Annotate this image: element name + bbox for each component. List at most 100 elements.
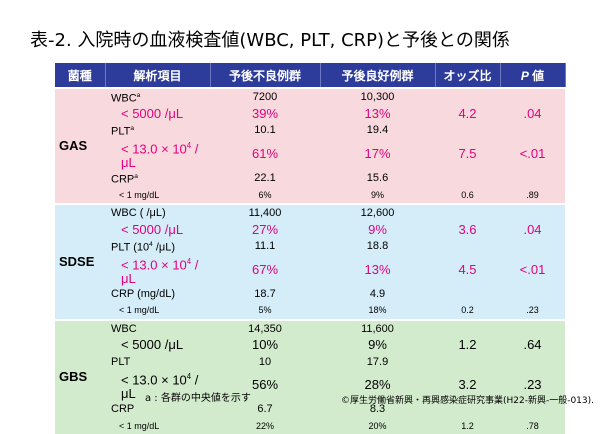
label-sup: 4 bbox=[186, 371, 192, 381]
label-after: /μL bbox=[121, 141, 199, 171]
row: SDSE WBC ( /μL) 11,400 12,600 bbox=[55, 204, 565, 320]
row: GAS WBCa 7200 10,300 bbox=[55, 88, 565, 205]
group: GAS WBCa 7200 10,300 < 5000 /μL 39% 13% 4.2.04 P… bbox=[55, 88, 565, 205]
table: 菌種 解析項目 予後不良例群 予後良好例群 オッズ比 P 値 GAS WBCa 7200 10,… bbox=[55, 63, 566, 434]
row: CRP 6.7 8.3 bbox=[55, 401, 565, 418]
item-label: < 1 mg/dL bbox=[105, 186, 210, 205]
row: < 5000 /μL 27% 9% 3.6.04 bbox=[55, 221, 565, 238]
row: < 13.0 × 104 /μL 67% 13% 4.5 <.01 bbox=[55, 254, 565, 286]
value-cell: <.01 bbox=[500, 254, 565, 286]
empty-cell bbox=[500, 88, 565, 106]
group-name: GAS bbox=[55, 88, 105, 205]
item-label: < 5000 /μL bbox=[105, 337, 210, 354]
empty-cell bbox=[500, 122, 565, 139]
value-cell: 5% bbox=[210, 302, 320, 320]
item-label: WBCa bbox=[105, 88, 210, 106]
empty-cell bbox=[500, 401, 565, 418]
row: < 13.0 × 104 /μL 61% 17% 7.5 <.01 bbox=[55, 138, 565, 171]
row: PLTa 10.1 19.4 bbox=[55, 122, 565, 139]
label-text: CRP (mg/dL) bbox=[111, 288, 175, 301]
value-cell: 3.2 bbox=[435, 369, 500, 402]
value-cell: 4.9 bbox=[320, 285, 435, 303]
value-cell: 11.1 bbox=[210, 237, 320, 255]
value-cell: 13% bbox=[320, 105, 435, 123]
header-cell: オッズ比 bbox=[435, 63, 501, 88]
value-cell: 6.7 bbox=[210, 401, 320, 418]
row: CRP (mg/dL) 18.7 4.9 bbox=[55, 285, 565, 303]
value-cell: 1.2 bbox=[435, 337, 500, 354]
row: < 1 mg/dL 22% 20% 1.2.78 bbox=[55, 417, 565, 434]
value-cell: 1.2 bbox=[435, 417, 500, 434]
empty-cell bbox=[435, 401, 500, 418]
label-sup: a bbox=[134, 173, 138, 181]
item-label: < 13.0 × 104 /μL bbox=[105, 138, 210, 171]
empty-cell bbox=[435, 319, 500, 338]
row: < 5000 /μL 10% 9% 1.2.64 bbox=[55, 337, 565, 354]
empty-cell bbox=[500, 319, 565, 338]
value-cell: 61% bbox=[210, 138, 320, 171]
value-cell: 15.6 bbox=[320, 170, 435, 187]
item-label: WBC bbox=[105, 319, 210, 338]
header-cell: 解析項目 bbox=[105, 63, 211, 88]
value-cell: 9% bbox=[320, 221, 435, 238]
empty-cell bbox=[435, 353, 500, 370]
value-cell: .04 bbox=[500, 105, 565, 123]
value-cell: 28% bbox=[320, 369, 435, 402]
row: < 13.0 × 104 /μL 56% 28% 3.2.23 bbox=[55, 369, 565, 402]
empty-cell bbox=[500, 353, 565, 370]
label-after: /μL bbox=[121, 372, 199, 402]
row: < 1 mg/dL 6% 9% 0.6.89 bbox=[55, 186, 565, 205]
value-cell: 9% bbox=[320, 337, 435, 354]
value-cell: 9% bbox=[320, 186, 435, 205]
empty-cell bbox=[500, 237, 565, 255]
label-text: PLT bbox=[111, 355, 131, 368]
value-cell: 8.3 bbox=[320, 401, 435, 418]
value-cell: 67% bbox=[210, 254, 320, 286]
value-cell: .04 bbox=[500, 221, 565, 238]
value-cell: 3.6 bbox=[435, 221, 500, 238]
item-label: < 1 mg/dL bbox=[105, 417, 210, 434]
label-text: < 13.0 × 10 bbox=[121, 372, 187, 388]
value-cell: 10.1 bbox=[210, 122, 320, 139]
header-cell: 菌種 bbox=[55, 63, 106, 88]
item-label: CRP bbox=[105, 401, 210, 418]
label-sup: 4 bbox=[186, 256, 192, 266]
value-cell: 10 bbox=[210, 353, 320, 370]
empty-cell bbox=[435, 122, 500, 139]
label-text: PLT (10 bbox=[111, 241, 150, 254]
group-name: GBS bbox=[55, 319, 105, 434]
value-cell: 17% bbox=[320, 138, 435, 171]
value-cell: 11,400 bbox=[210, 204, 320, 222]
value-cell: 22% bbox=[210, 417, 320, 434]
item-label: WBC ( /μL) bbox=[105, 204, 210, 222]
label-sup: 4 bbox=[149, 240, 153, 248]
header-italic: P bbox=[520, 68, 529, 83]
value-cell: .89 bbox=[500, 186, 565, 205]
item-label: < 13.0 × 104 /μL bbox=[105, 254, 210, 286]
group: SDSE WBC ( /μL) 11,400 12,600 < 5000 /μL 27% 9… bbox=[55, 204, 565, 320]
header-cell: 予後良好例群 bbox=[320, 63, 436, 88]
row: PLT (104 /μL) 11.1 18.8 bbox=[55, 237, 565, 255]
empty-cell bbox=[435, 88, 500, 106]
page: 表-2. 入院時の血液検査値(WBC, PLT, CRP)と予後との関係 菌種解… bbox=[30, 30, 594, 434]
value-cell: 11,600 bbox=[320, 319, 435, 338]
empty-cell bbox=[435, 237, 500, 255]
footnote: a : 各群の中央値を示す bbox=[145, 393, 251, 404]
value-cell: 7200 bbox=[210, 88, 320, 106]
item-label: CRP (mg/dL) bbox=[105, 285, 210, 303]
item-label: < 5000 /μL bbox=[105, 105, 210, 123]
row: < 1 mg/dL 5% 18% 0.2.23 bbox=[55, 302, 565, 320]
value-cell: 12,600 bbox=[320, 204, 435, 222]
value-cell: 39% bbox=[210, 105, 320, 123]
value-cell: .23 bbox=[500, 302, 565, 320]
row: < 5000 /μL 39% 13% 4.2.04 bbox=[55, 105, 565, 123]
value-cell: 0.6 bbox=[435, 186, 500, 205]
label-text: WBC bbox=[111, 92, 137, 105]
label-text: < 5000 /μL bbox=[121, 221, 184, 237]
value-cell: 14,350 bbox=[210, 319, 320, 338]
value-cell: 4.2 bbox=[435, 105, 500, 123]
header-text: 値 bbox=[532, 68, 545, 83]
label-text: WBC ( /μL) bbox=[111, 207, 166, 220]
label-after: /μL bbox=[121, 256, 199, 286]
value-cell: 20% bbox=[320, 417, 435, 434]
